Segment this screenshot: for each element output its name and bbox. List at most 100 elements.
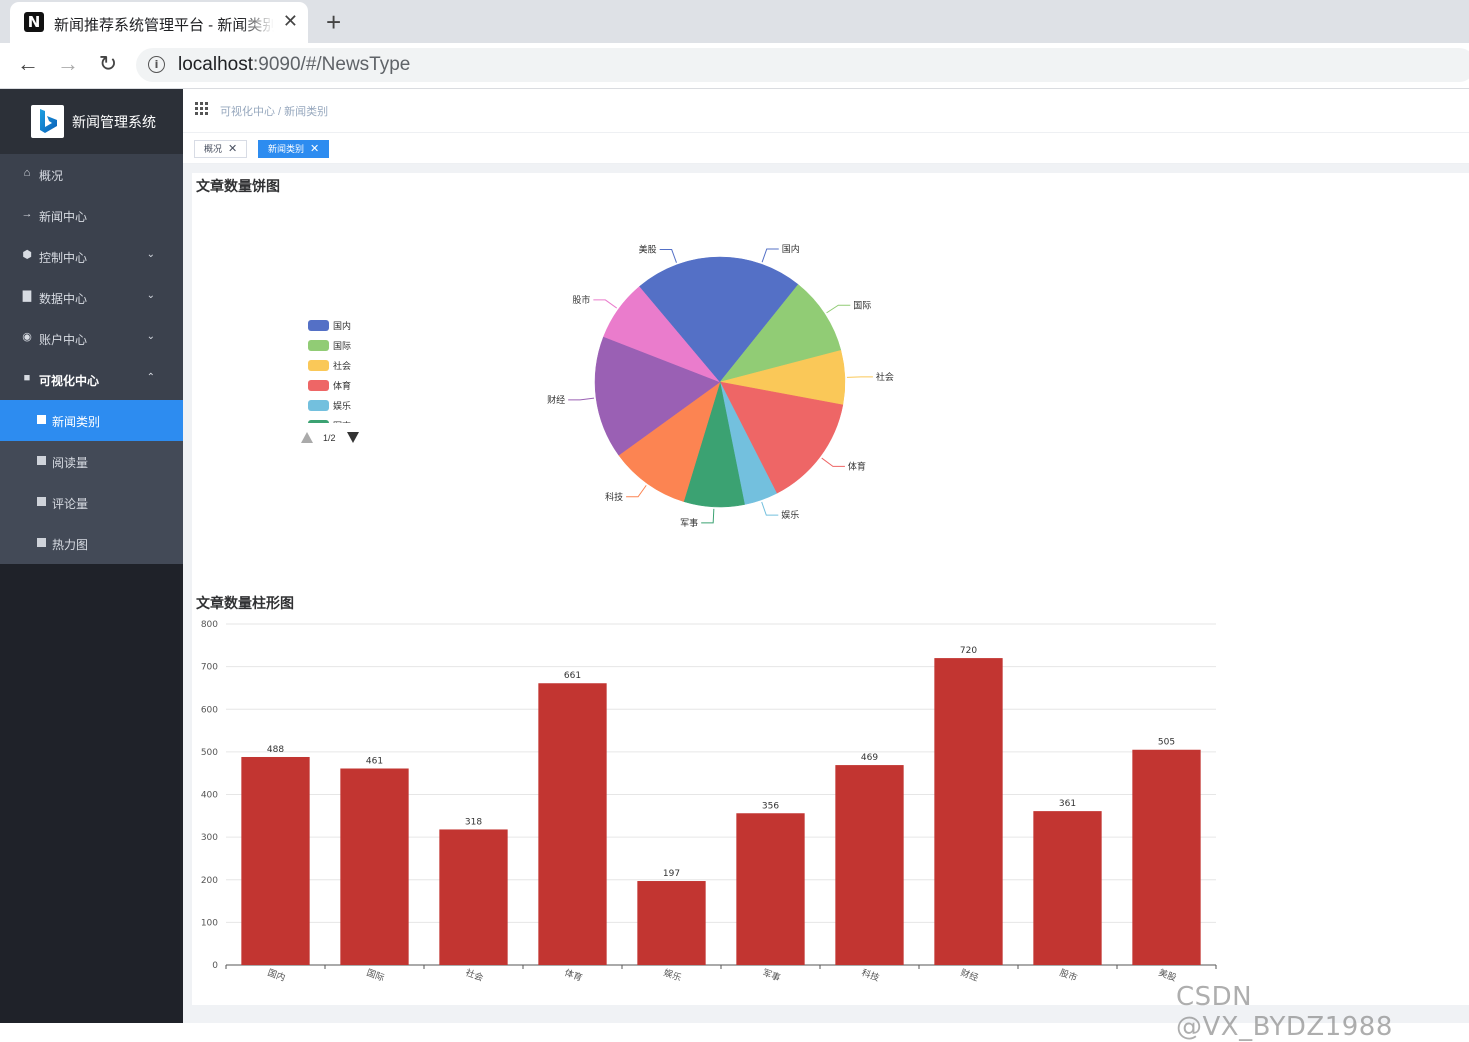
pie-slice[interactable] (639, 256, 721, 383)
legend-next-page-icon[interactable] (347, 432, 359, 443)
pie-label: 娱乐 (781, 509, 799, 521)
legend-label: 国内 (333, 321, 352, 331)
new-tab-button[interactable]: + (326, 7, 342, 37)
pie-label: 国内 (782, 243, 800, 255)
sidebar-menu: ⌂ 概况 → 新闻中心 ⬢ 控制中心 ⌄ ▇ 数据中心 ⌄ ◉ 账户中心 ⌄ ■… (0, 154, 183, 564)
tag-news-type[interactable]: 新闻类别 ✕ (258, 140, 330, 158)
sidebar-item-account-center[interactable]: ◉ 账户中心 ⌄ (0, 318, 183, 359)
legend-item[interactable]: 娱乐 (308, 398, 388, 418)
bar-chart-title: 文章数量柱形图 (196, 595, 294, 611)
bar[interactable] (934, 658, 1003, 965)
sidebar-item-label: 数据中心 (39, 292, 88, 306)
app-header: 可视化中心 / 新闻类别 (183, 89, 1469, 133)
sidebar-subitem-heatmap[interactable]: 热力图 (0, 523, 183, 564)
sidebar-item-data-center[interactable]: ▇ 数据中心 ⌄ (0, 277, 183, 318)
bar-value-label: 318 (465, 817, 482, 827)
legend-page-indicator: 1/2 (323, 433, 336, 443)
bar-chart: 0 100 200 300 400 500 600 700 800 488 国内 461 国际 318 社会… (201, 620, 1217, 984)
sidebar-item-label: 概况 (39, 169, 64, 183)
sidebar-item-overview[interactable]: ⌂ 概况 (0, 154, 183, 195)
bing-logo-icon (31, 105, 64, 138)
sidebar-subitem-label: 热力图 (52, 538, 89, 552)
square-icon (37, 497, 46, 506)
legend-item[interactable]: 社会 (308, 358, 388, 378)
sidebar-subitem-news-type[interactable]: 新闻类别 (0, 400, 183, 441)
site-info-icon[interactable]: i (148, 56, 165, 73)
legend-swatch (308, 340, 329, 351)
back-arrow-icon[interactable]: ← (17, 51, 39, 76)
sidebar-subitem-read-count[interactable]: 阅读量 (0, 441, 183, 482)
legend-item[interactable]: 军事 (308, 418, 388, 423)
sidebar-item-visualization-center[interactable]: ■ 可视化中心 ⌃ (0, 359, 183, 400)
legend-item[interactable]: 国内 (308, 318, 388, 338)
bar-value-label: 505 (1158, 738, 1175, 748)
legend-prev-page-icon[interactable] (301, 432, 313, 443)
pie-label-line (593, 299, 618, 309)
chevron-down-icon: ⌄ (146, 290, 155, 301)
pie-slice[interactable] (594, 336, 721, 456)
pie-slice[interactable] (618, 381, 721, 502)
bar[interactable] (1132, 749, 1201, 965)
pie-slice[interactable] (719, 256, 799, 383)
y-tick-label: 800 (201, 620, 218, 630)
legend-label: 娱乐 (333, 401, 352, 411)
chevron-up-icon: ⌃ (146, 372, 155, 383)
bar[interactable] (835, 765, 904, 965)
browser-tab[interactable]: N 新闻推荐系统管理平台 - 新闻类别 ✕ (10, 2, 308, 43)
forward-arrow-icon[interactable]: → (57, 51, 79, 76)
chevron-down-icon: ⌄ (146, 249, 155, 260)
pie-slice[interactable] (719, 284, 842, 383)
x-tick-label: 股市 (1058, 966, 1079, 983)
y-tick-label: 700 (201, 663, 218, 673)
close-icon[interactable]: ✕ (310, 143, 320, 155)
bar[interactable] (439, 829, 508, 965)
legend-item[interactable]: 体育 (308, 378, 388, 398)
legend-pager: 1/2 (301, 432, 371, 448)
address-bar[interactable]: i localhost:9090/#/NewsType (136, 48, 1469, 82)
sidebar-item-label: 新闻中心 (39, 210, 88, 224)
url-text[interactable]: localhost:9090/#/NewsType (178, 54, 410, 76)
url-path: :9090/#/NewsType (253, 54, 411, 75)
sidebar-item-label: 控制中心 (39, 251, 88, 265)
sidebar-subitem-comment-count[interactable]: 评论量 (0, 482, 183, 523)
close-icon[interactable]: ✕ (228, 143, 238, 155)
legend-label: 军事 (333, 419, 351, 423)
pie-label-line (826, 304, 851, 314)
reload-icon[interactable]: ↻ (98, 51, 118, 76)
square-icon (37, 456, 46, 465)
bar[interactable] (538, 683, 607, 965)
x-tick-label: 社会 (464, 966, 485, 983)
brand: 新闻管理系统 (0, 89, 183, 154)
pie-label: 社会 (876, 371, 894, 383)
brand-title: 新闻管理系统 (72, 114, 156, 130)
legend-item[interactable]: 国际 (308, 338, 388, 358)
tab-close-icon[interactable]: ✕ (282, 11, 298, 31)
bar[interactable] (637, 881, 706, 965)
x-tick-label: 军事 (761, 966, 782, 983)
pie-label-line (846, 376, 873, 378)
legend-swatch (308, 400, 329, 411)
legend-label: 体育 (333, 381, 352, 391)
bar[interactable] (241, 756, 310, 965)
bar-value-label: 720 (960, 646, 977, 656)
sidebar-item-control-center[interactable]: ⬢ 控制中心 ⌄ (0, 236, 183, 277)
url-host: localhost (178, 54, 253, 75)
x-tick-label: 国内 (266, 966, 287, 983)
bar[interactable] (736, 813, 805, 965)
bar[interactable] (340, 768, 409, 965)
pie-label-line (701, 508, 715, 524)
hamburger-grid-icon[interactable] (195, 102, 209, 116)
account-icon: ◉ (22, 331, 32, 343)
y-tick-label: 400 (201, 791, 218, 801)
visualization-submenu: 新闻类别 阅读量 评论量 热力图 (0, 400, 183, 564)
pie-chart-title: 文章数量饼图 (196, 178, 280, 194)
sidebar: 新闻管理系统 ⌂ 概况 → 新闻中心 ⬢ 控制中心 ⌄ ▇ 数据中心 ⌄ ◉ 账… (0, 89, 183, 1023)
sidebar-item-news-center[interactable]: → 新闻中心 (0, 195, 183, 236)
tag-overview[interactable]: 概况 ✕ (194, 140, 248, 158)
x-tick-label: 国际 (365, 967, 386, 983)
bar[interactable] (1033, 811, 1102, 965)
sidebar-subitem-label: 阅读量 (52, 456, 89, 470)
pie-slice[interactable] (719, 381, 844, 494)
x-tick-label: 体育 (563, 966, 584, 983)
